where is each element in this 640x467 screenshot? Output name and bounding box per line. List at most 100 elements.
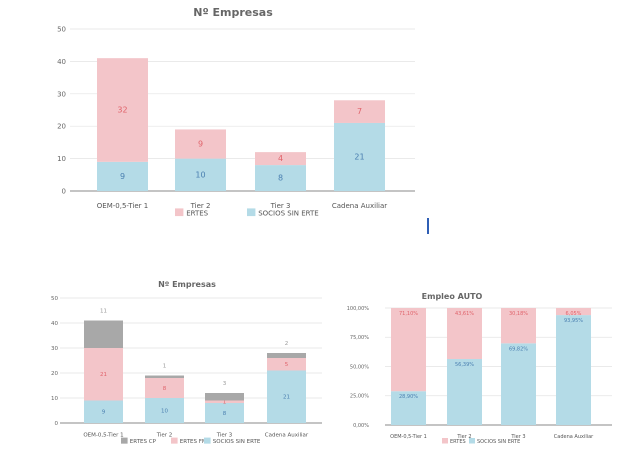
x-tick-label: Tier 3 — [216, 433, 233, 439]
bar-segment — [255, 152, 306, 166]
bar-segment — [391, 308, 426, 392]
legend-swatch — [247, 208, 256, 217]
y-tick-label: 100,00% — [347, 306, 369, 312]
legend-label: ERTES CP — [130, 439, 157, 445]
x-tick-label: Tier 2 — [456, 434, 471, 440]
bar-segment — [501, 343, 536, 425]
x-tick-label: Tier 3 — [510, 434, 525, 440]
bar-segment — [84, 348, 123, 401]
data-label: 21 — [100, 372, 107, 378]
chart-3: Empleo AUTO 0,00% 25,00% 50,00% 75,00% 100,00… — [347, 292, 612, 445]
y-tick-label: 0 — [62, 187, 66, 195]
data-label: 30,18% — [509, 311, 528, 317]
bar-segment — [391, 391, 426, 425]
chart-title: Nº Empresas — [158, 280, 216, 289]
legend-label: ERTES — [450, 439, 466, 445]
data-label: 2 — [285, 341, 289, 347]
y-tick-label: 30 — [51, 346, 58, 352]
bar-segment — [334, 122, 385, 191]
bar-segment — [267, 370, 306, 423]
legend-swatch — [442, 438, 448, 444]
data-label: 8 — [163, 386, 167, 392]
bar-segment — [501, 308, 536, 344]
data-label: 10 — [161, 408, 168, 414]
bar-segment — [175, 129, 226, 159]
chart-1: Nº Empresas 0 10 20 30 40 50 OEM-0,5-Tier 1 9 32 T… — [57, 6, 415, 217]
y-tick-label: 40 — [51, 321, 58, 327]
bar-segment — [145, 398, 184, 423]
y-tick-label: 20 — [51, 371, 58, 377]
bar-segment — [267, 353, 306, 358]
data-label: 3 — [223, 381, 227, 387]
legend-swatch — [175, 208, 184, 217]
legend-label: ERTES FM — [180, 439, 207, 445]
legend-swatch — [204, 437, 211, 444]
bar-segment — [267, 358, 306, 371]
y-tick-label: 50 — [51, 296, 58, 302]
chart-title: Empleo AUTO — [422, 292, 483, 301]
bar-segment — [334, 100, 385, 123]
data-label: 1 — [223, 400, 227, 406]
data-label: 8 — [223, 411, 227, 417]
data-label: 8 — [278, 173, 283, 182]
data-label: 21 — [283, 395, 290, 401]
y-tick-label: 30 — [57, 90, 66, 98]
bar-segment — [145, 378, 184, 398]
legend-swatch — [469, 438, 475, 444]
x-tick-label: Tier 3 — [270, 202, 291, 210]
bar-segment — [145, 375, 184, 378]
y-tick-label: 10 — [57, 155, 66, 163]
x-tick-label: OEM-0,5-Tier 1 — [97, 202, 148, 210]
data-label: 9 — [120, 172, 125, 181]
legend-label: SOCIOS SIN ERTE — [477, 439, 520, 445]
data-label: 9 — [102, 410, 106, 416]
y-tick-label: 50 — [57, 25, 66, 33]
bar-segment — [97, 58, 148, 162]
data-label: 11 — [100, 309, 107, 315]
y-tick-label: 20 — [57, 123, 66, 131]
legend-label: SOCIOS SIN ERTE — [213, 439, 261, 445]
data-label: 7 — [357, 107, 362, 116]
data-label: 43,61% — [455, 311, 474, 317]
data-label: 5 — [285, 362, 289, 368]
data-label: 21 — [354, 152, 364, 161]
data-label: 56,39% — [455, 362, 474, 368]
bar-segment — [84, 400, 123, 423]
x-tick-label: Tier 2 — [190, 202, 211, 210]
bar-segment — [447, 308, 482, 360]
data-label: 6,05% — [566, 311, 582, 317]
bar-segment — [447, 359, 482, 425]
y-tick-label: 25,00% — [350, 394, 369, 400]
bar-segment — [97, 161, 148, 191]
x-tick-label: Tier 2 — [156, 433, 173, 439]
bar-segment — [556, 308, 591, 316]
data-label: 32 — [117, 105, 127, 114]
legend-swatch — [121, 437, 128, 444]
y-tick-label: 40 — [57, 58, 66, 66]
x-tick-label: Cadena Auxiliar — [332, 202, 387, 210]
bar-segment — [205, 400, 244, 403]
y-tick-label: 10 — [51, 396, 58, 402]
legend-swatch — [171, 437, 178, 444]
data-label: 71,10% — [399, 311, 418, 317]
chart-title: Nº Empresas — [193, 6, 273, 19]
bar-segment — [255, 165, 306, 191]
bar-segment — [84, 320, 123, 348]
legend-label: SOCIOS SIN ERTE — [258, 209, 319, 217]
data-label: 69,82% — [509, 346, 528, 352]
data-label: 28,90% — [399, 394, 418, 400]
legend-label: ERTES — [186, 209, 208, 217]
bar-segment — [205, 403, 244, 423]
data-label: 93,95% — [564, 318, 583, 324]
y-tick-label: 75,00% — [350, 335, 369, 341]
data-label: 4 — [278, 154, 283, 163]
x-tick-label: OEM-0,5-Tier 1 — [390, 434, 427, 440]
y-tick-label: 50,00% — [350, 364, 369, 370]
bar-segment — [205, 393, 244, 401]
y-tick-label: 0,00% — [353, 423, 369, 429]
data-label: 9 — [198, 139, 203, 148]
data-label: 10 — [195, 170, 205, 179]
x-tick-label: Cadena Auxiliar — [265, 433, 309, 439]
